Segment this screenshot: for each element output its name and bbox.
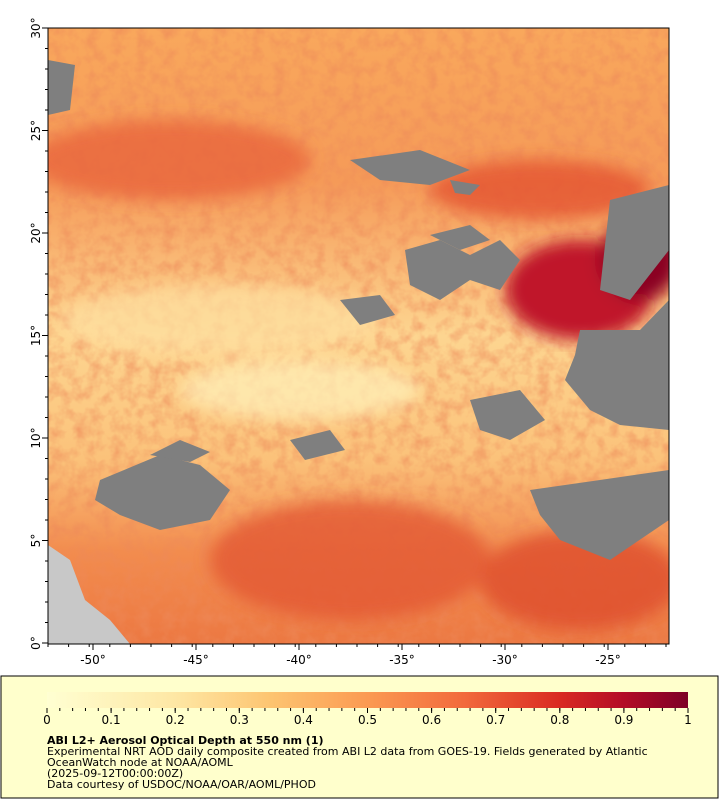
caption-line: (2025-09-12T00:00:00Z) [47, 767, 183, 780]
colorbar-tick-label: 1 [684, 713, 692, 727]
colorbar-ticks: 0 0.1 0.2 0.3 0.4 0.5 0.6 0.7 0.8 0.9 1 [43, 708, 692, 727]
colorbar [47, 692, 688, 708]
colorbar-tick-label: 0.2 [166, 713, 185, 727]
lon-tick-label: -50° [80, 653, 106, 667]
lat-tick-label: 10° [29, 427, 43, 448]
lon-tick-label: -30° [492, 653, 518, 667]
caption-line: OceanWatch node at NOAA/AOML [47, 756, 234, 769]
land [48, 545, 130, 644]
colorbar-tick-label: 0.6 [422, 713, 441, 727]
lat-tick-label: 15° [29, 325, 43, 346]
colorbar-tick-label: 0.7 [486, 713, 505, 727]
colorbar-tick-label: 0.5 [358, 713, 377, 727]
colorbar-tick-label: 0.9 [614, 713, 633, 727]
caption-line: Data courtesy of USDOC/NOAA/OAR/AOML/PHO… [47, 778, 316, 791]
axes: -50° -45° -40° -35° -30° -25° 0° 5° 10° 15° 20° 25°… [29, 17, 667, 667]
lon-tick-label: -45° [183, 653, 209, 667]
colorbar-tick-label: 0.1 [102, 713, 121, 727]
lon-tick-label: -35° [389, 653, 415, 667]
colorbar-tick-label: 0 [43, 713, 51, 727]
lat-tick-label: 25° [29, 120, 43, 141]
colorbar-tick-label: 0.3 [230, 713, 249, 727]
lat-tick-label: 5° [29, 534, 43, 548]
lat-tick-label: 30° [29, 17, 43, 38]
lat-tick-label: 0° [29, 636, 43, 650]
caption-title: ABI L2+ Aerosol Optical Depth at 550 nm … [47, 734, 324, 747]
lon-tick-label: -25° [595, 653, 621, 667]
lon-tick-label: -40° [286, 653, 312, 667]
aod-map [48, 28, 669, 644]
caption-line: Experimental NRT AOD daily composite cre… [47, 745, 648, 758]
no-data-regions [48, 60, 669, 560]
colorbar-tick-label: 0.8 [550, 713, 569, 727]
lat-tick-label: 20° [29, 222, 43, 243]
colorbar-tick-label: 0.4 [294, 713, 313, 727]
